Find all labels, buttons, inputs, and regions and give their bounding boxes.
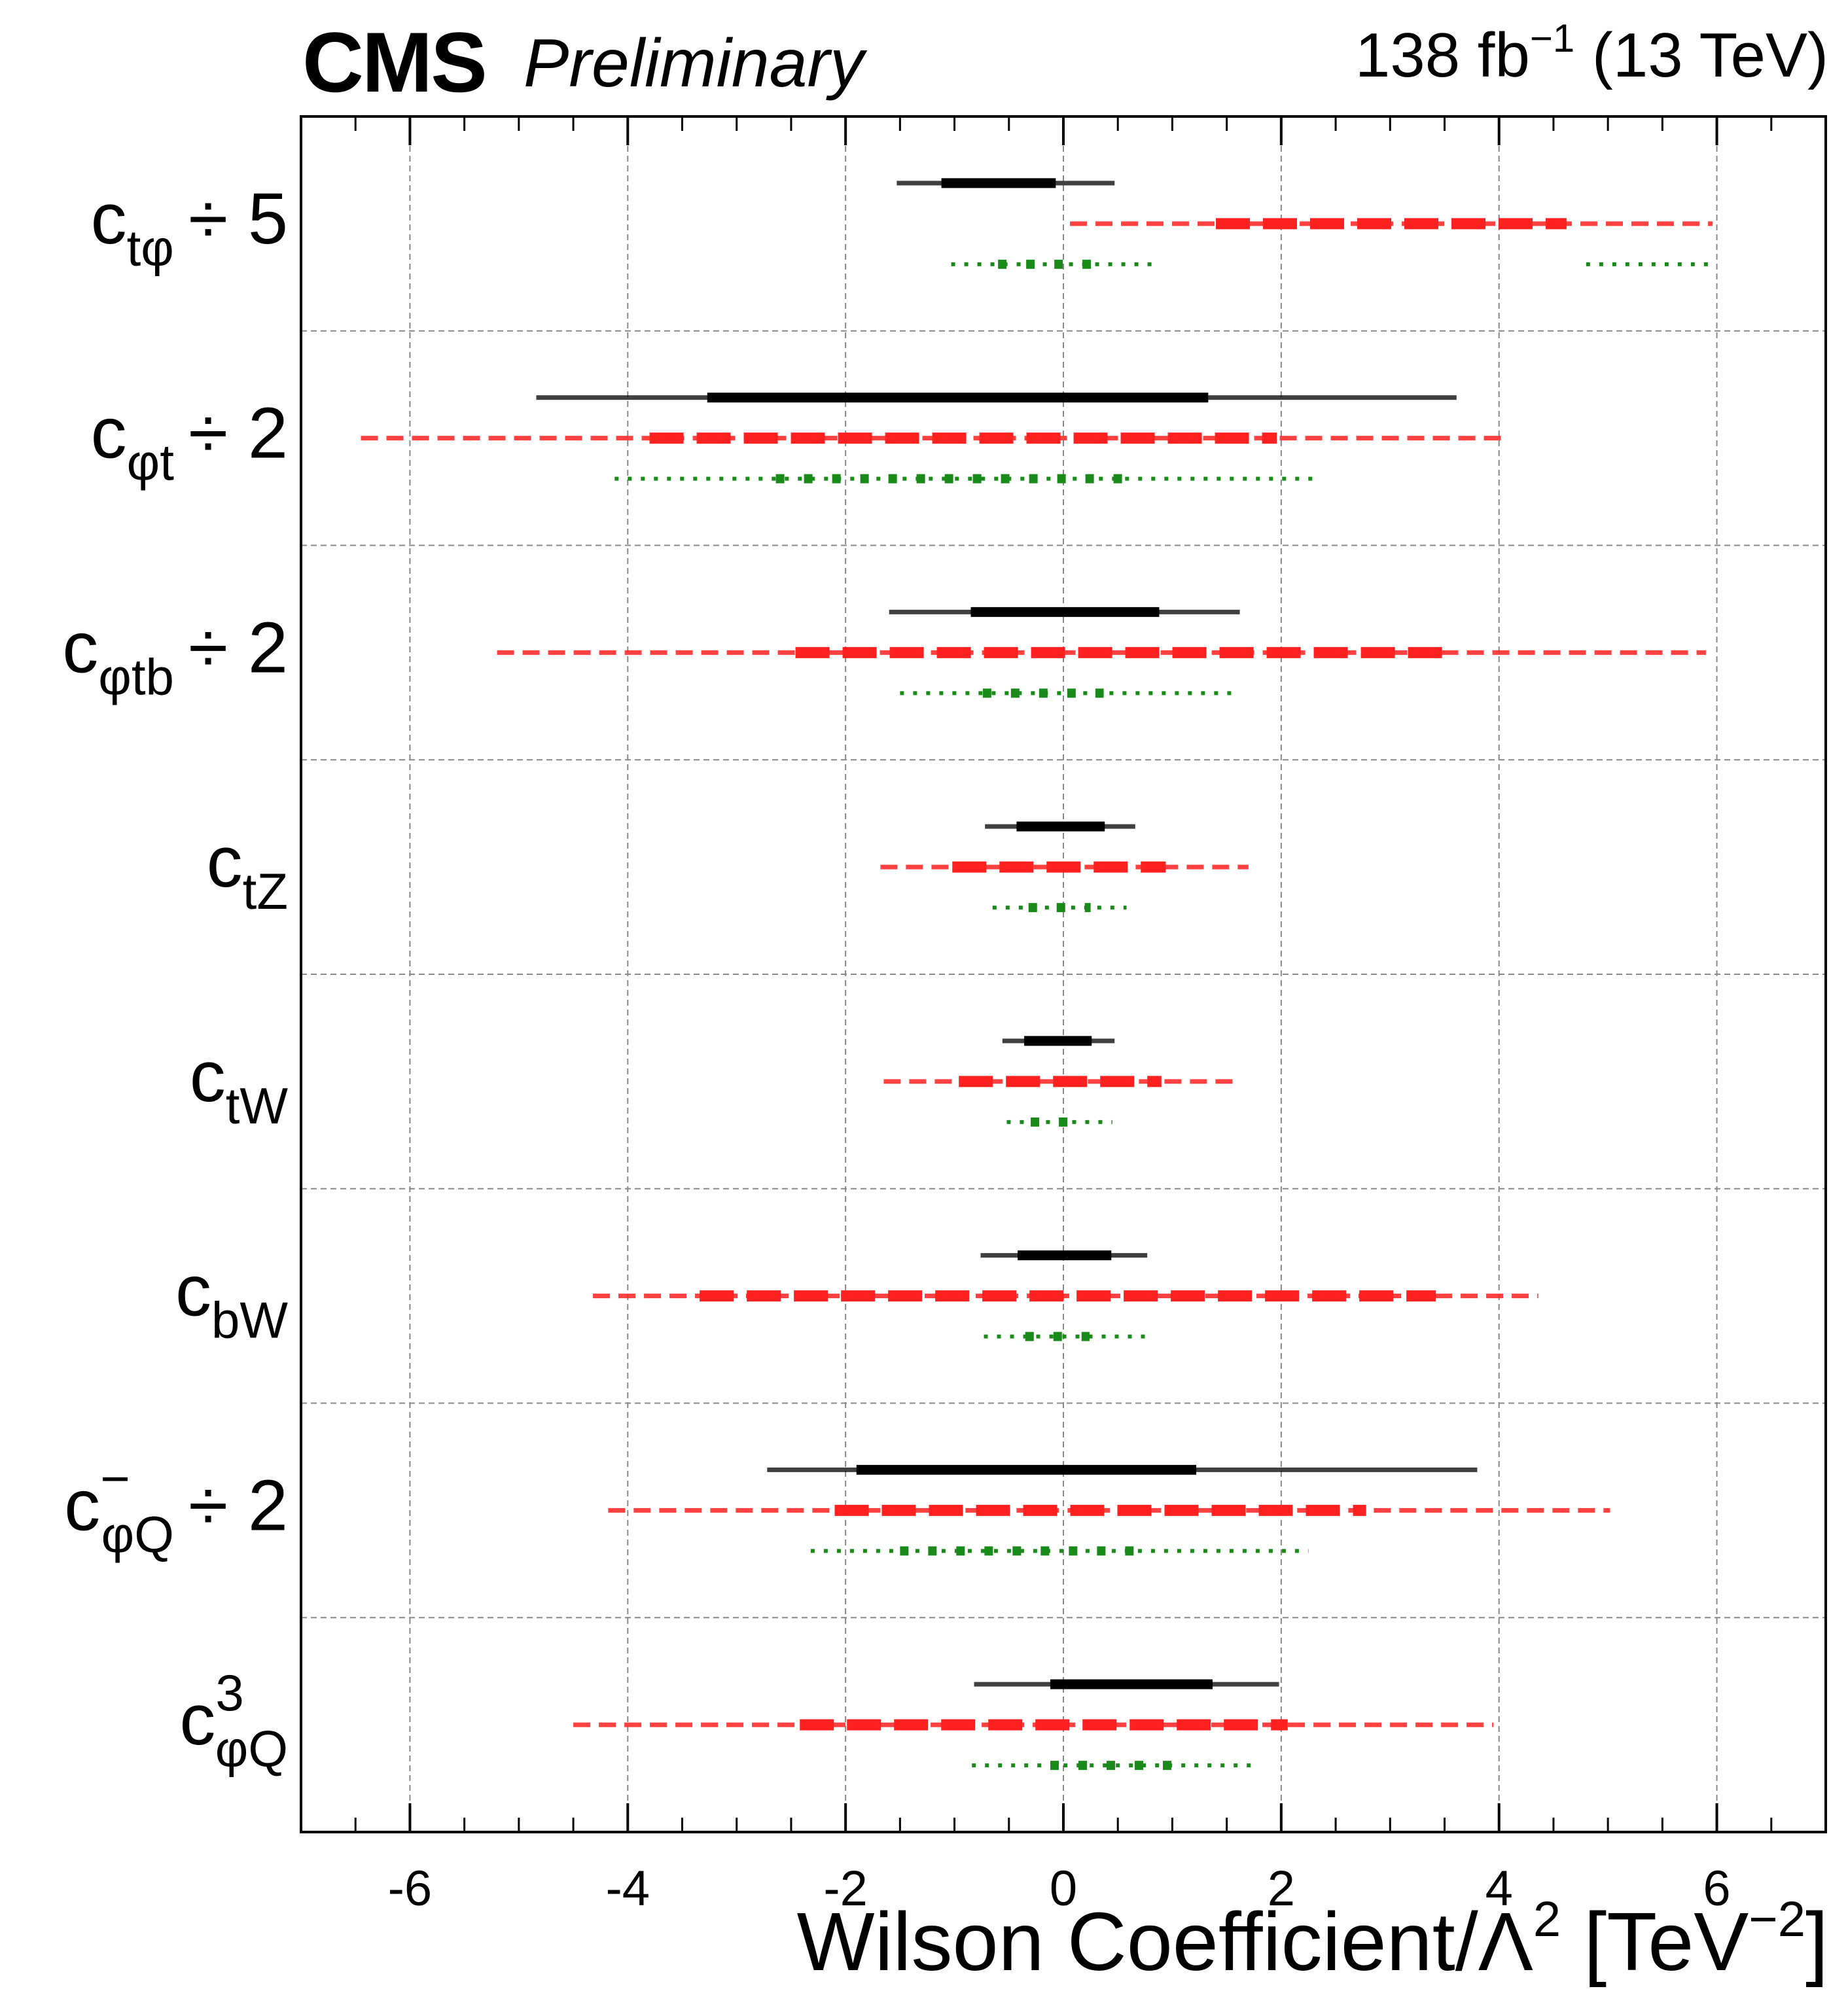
row-label: ctZ [207, 822, 288, 920]
row-label-sub: tW [226, 1077, 289, 1135]
x-axis-label: Wilson Coefficient/Λ2 [TeV−2] [797, 1894, 1828, 1989]
row-label-main: c [62, 607, 98, 688]
row-label-main: c [207, 822, 243, 902]
row-label-main: c [91, 393, 127, 474]
x-axis-label-unit: [TeV [1561, 1896, 1749, 1988]
row-label: ctφ ÷ 5 [91, 179, 288, 277]
row-label-scale: ÷ 2 [188, 393, 288, 474]
x-tick-label: 0 [1050, 1861, 1077, 1916]
grid-layer [301, 116, 1826, 1832]
x-axis-label-main: Wilson Coefficient/Λ [796, 1896, 1533, 1988]
row-label-main: c [64, 1465, 100, 1545]
x-tick-label: 2 [1268, 1861, 1295, 1916]
experiment-label: CMS [302, 14, 488, 110]
row-label: cbW [175, 1251, 288, 1349]
x-tick-label: -2 [823, 1861, 868, 1916]
row-label-sup: − [100, 1449, 130, 1507]
row-label-sub: φQ [215, 1720, 288, 1778]
row-label-sub: φtb [98, 648, 174, 705]
row-label-sub: φQ [101, 1506, 174, 1563]
x-tick-label: 4 [1485, 1861, 1513, 1916]
lumi-exponent: −1 [1529, 16, 1575, 60]
row-label-sub: φt [127, 434, 175, 491]
x-tick-label: -4 [605, 1861, 650, 1916]
row-label-sub: tZ [243, 862, 288, 920]
row-label: c3 φQ [179, 1664, 288, 1778]
row-label-scale: ÷ 2 [188, 607, 288, 688]
x-axis-label-power: 2 [1533, 1892, 1561, 1947]
row-label-main: c [179, 1680, 215, 1760]
data-layer [361, 178, 1713, 1771]
status-label: Preliminary [524, 26, 864, 101]
x-axis-label-unit-power: −2 [1749, 1892, 1805, 1947]
row-label: ctW [190, 1036, 289, 1135]
x-axis-label-close: ] [1805, 1896, 1828, 1988]
row-label-main: c [91, 179, 127, 259]
row-label-scale: ÷ 2 [188, 1465, 288, 1545]
row-label-sub: bW [211, 1292, 288, 1349]
luminosity-label: 138 fb−1 (13 TeV) [1355, 19, 1828, 92]
row-label-sub: tφ [127, 219, 174, 277]
lumi-value: 138 fb [1355, 20, 1530, 90]
row-label-sup: 3 [215, 1664, 243, 1721]
x-tick-label: 6 [1703, 1861, 1730, 1916]
row-label: c− φQ ÷ 2 [64, 1449, 288, 1563]
row-label-main: c [175, 1251, 211, 1332]
row-label-scale: ÷ 5 [188, 179, 288, 259]
row-label: cφtb ÷ 2 [62, 607, 288, 705]
row-label-main: c [190, 1036, 226, 1117]
tick-layer: -6 -4 -2 0 2 4 6 [354, 116, 1773, 1916]
x-tick-label: -6 [388, 1861, 433, 1916]
row-label: cφt ÷ 2 [91, 393, 288, 491]
energy-label: (13 TeV) [1591, 20, 1828, 90]
